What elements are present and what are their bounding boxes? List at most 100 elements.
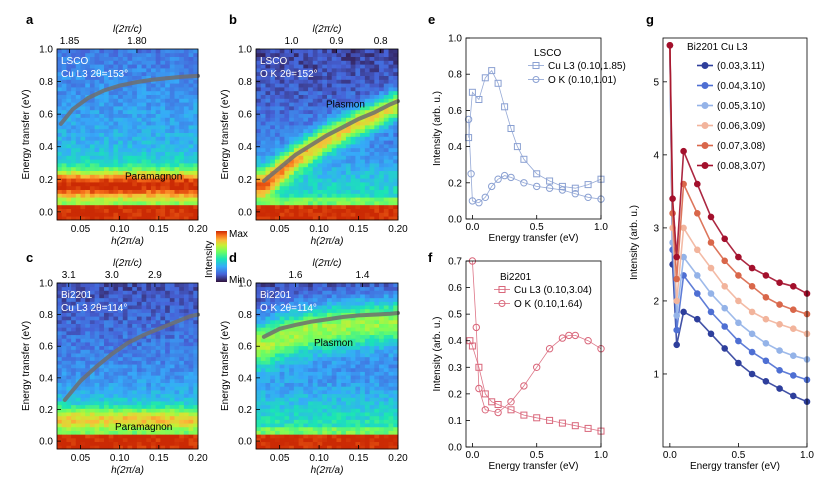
heatmap-cell [388, 197, 394, 202]
heatmap-cell [165, 170, 171, 175]
heatmap-cell [183, 356, 189, 361]
heatmap-cell [160, 305, 166, 310]
heatmap-cell [284, 342, 290, 347]
heatmap-cell [141, 90, 147, 95]
heatmap-cell [188, 170, 194, 175]
heatmap-cell [312, 52, 318, 57]
heatmap-cell [113, 401, 119, 406]
heatmap-cell [75, 290, 81, 295]
heatmap-cell [274, 212, 281, 217]
heatmap-cell [388, 185, 394, 190]
heatmap-cell [193, 117, 199, 122]
heatmap-cell [165, 166, 171, 171]
heatmap-cell [331, 290, 337, 295]
heatmap-cell [322, 308, 328, 313]
heatmap-cell [165, 375, 171, 380]
heatmap-cell [122, 212, 128, 217]
heatmap-cell [303, 312, 309, 317]
heatmap-cell [279, 117, 285, 122]
heatmap-cell [388, 170, 394, 175]
heatmap-cell [151, 216, 157, 221]
heatmap-cell [279, 102, 285, 107]
heatmap-cell [141, 204, 147, 209]
heatmap-cell [355, 128, 361, 133]
heatmap-cell [256, 393, 262, 398]
heatmap-cell [80, 301, 86, 306]
heatmap-cell [350, 193, 356, 198]
heatmap-cell [293, 204, 299, 209]
heatmap-cell [146, 441, 152, 446]
heatmap-cell [99, 308, 105, 313]
heatmap-cell [364, 182, 370, 187]
heatmap-cell [336, 60, 342, 65]
heatmap-cell [179, 136, 185, 141]
heatmap-cell [118, 155, 124, 160]
heatmap-cell [183, 360, 189, 365]
heatmap-cell [327, 353, 333, 358]
heatmap-cell [289, 378, 295, 383]
heatmap-cell [118, 64, 124, 69]
heatmap-cell [274, 125, 281, 130]
heatmap-cell [179, 113, 185, 118]
heatmap-cell [89, 166, 95, 171]
heatmap-cell [265, 441, 271, 446]
heatmap-cell [75, 441, 81, 446]
heatmap-cell [379, 109, 385, 114]
heatmap-cell [183, 197, 189, 202]
dispersion-curve-a [58, 73, 200, 126]
heatmap-cell [174, 305, 180, 310]
heatmap-cell [99, 201, 105, 206]
heatmap-cell [85, 445, 91, 450]
heatmap-cell [256, 330, 262, 336]
heatmap-cell [193, 56, 199, 61]
heatmap-cell [146, 327, 152, 332]
heatmap-cell [169, 98, 175, 103]
heatmap-cell [66, 412, 72, 417]
heatmap-cell [312, 312, 318, 317]
heatmap-cell [312, 117, 318, 122]
heatmap-cell [122, 125, 128, 130]
heatmap-cell [141, 415, 147, 420]
heatmap-cell [113, 204, 119, 209]
heatmap-cell [80, 353, 86, 358]
heatmap-cell [298, 294, 304, 299]
heatmap-cell [122, 415, 128, 420]
heatmap-cell [336, 338, 342, 343]
heatmap-cell [188, 356, 194, 361]
heatmap-cell [284, 301, 290, 306]
heatmap-cell [379, 216, 385, 221]
heatmap-cell [85, 49, 91, 54]
heatmap-cell [89, 404, 95, 409]
heatmap-cell [279, 353, 285, 358]
heatmap-cell [312, 189, 318, 194]
heatmap-cell [94, 323, 100, 328]
heatmap-cell [136, 367, 142, 372]
heatmap-cell [71, 342, 77, 347]
heatmap-cell [350, 163, 356, 168]
heatmap-cell [388, 128, 394, 133]
heatmap-cell [179, 189, 185, 194]
heatmap-cell [61, 128, 67, 133]
heatmap-cell [270, 60, 276, 65]
heatmap-cell [379, 113, 385, 118]
heatmap-cell [165, 319, 171, 324]
heatmap-cell [99, 334, 105, 339]
heatmap-cell [85, 117, 91, 122]
heatmap-cell [136, 117, 142, 122]
heatmap-cell [374, 166, 380, 171]
heatmap-cell [146, 397, 152, 402]
heatmap-cell [383, 144, 389, 149]
heatmap-cell [118, 193, 124, 198]
heatmap-cell [331, 155, 337, 160]
heatmap-cell [141, 360, 147, 365]
heatmap-cell [279, 94, 285, 99]
heatmap-cell [327, 301, 333, 306]
heatmap-cell [179, 301, 185, 306]
heatmap-cell [132, 212, 138, 217]
heatmap-cell [379, 166, 385, 171]
heatmap-cell [317, 375, 323, 380]
heatmap-cell [151, 56, 157, 61]
heatmap-cell [193, 151, 199, 156]
heatmap-cell [341, 128, 347, 133]
heatmap-cell [94, 367, 100, 372]
